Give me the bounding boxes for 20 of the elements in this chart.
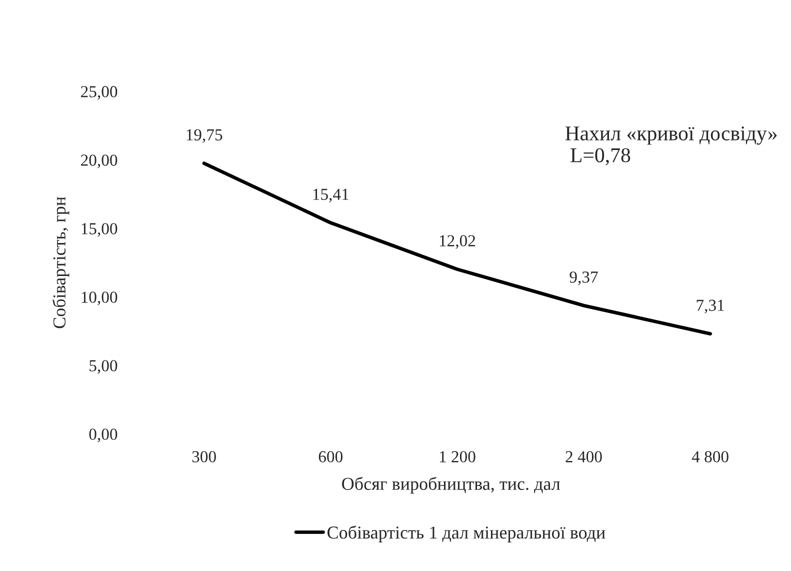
data-label: 15,41 [313,188,348,202]
legend-label: Собівартість 1 дал мінеральної води [328,526,606,542]
y-tick-label: 10,00 [82,292,118,306]
x-tick-label: 300 [192,451,216,462]
y-tick-label: 0,00 [89,428,118,442]
x-tick-label: 1 200 [440,451,476,462]
data-label: 12,02 [440,235,476,249]
x-axis-title: Обсяг виробництва, тис. дал [342,476,560,494]
y-tick-label: 15,00 [82,223,118,237]
x-tick-label: 600 [318,451,343,462]
data-label: 19,75 [186,129,222,143]
y-tick-label: 5,00 [90,360,118,374]
x-tick-label: 4 800 [692,451,728,462]
data-label: 7,31 [696,300,724,314]
y-tick-label: 25,00 [81,86,118,100]
x-tick-label: 2 400 [566,451,602,462]
y-axis-title: Собівартість, грн [52,196,70,328]
annotation: Нахил «кривої досвіду» L=0,78 [565,126,777,166]
data-label: 9,37 [570,272,598,286]
y-tick-label: 20,00 [81,154,118,168]
